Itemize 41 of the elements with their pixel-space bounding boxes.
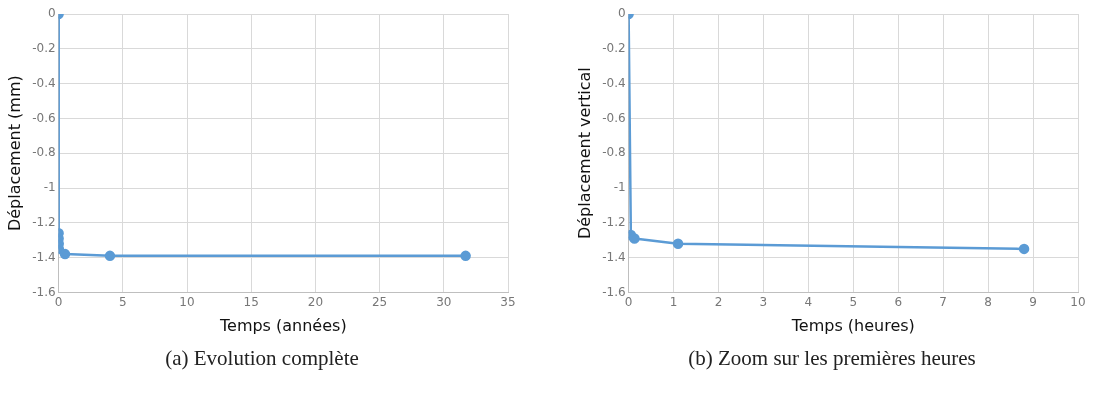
x-tick-label: 10 bbox=[1070, 294, 1086, 309]
y-tick-label: -1.4 bbox=[32, 249, 56, 264]
y-tick-label: -0.4 bbox=[32, 75, 56, 90]
x-tick-label: 6 bbox=[894, 294, 903, 309]
y-tick-label: -1 bbox=[613, 180, 626, 195]
y-tick-label: -0.8 bbox=[32, 145, 56, 160]
x-tick-label: 2 bbox=[714, 294, 723, 309]
x-tick-label: 7 bbox=[939, 294, 947, 309]
y-tick-label: -1.6 bbox=[602, 284, 626, 299]
x-tick-label: 30 bbox=[436, 294, 452, 309]
y-tick-label: -1.2 bbox=[32, 214, 56, 229]
x-tick-label: 1 bbox=[669, 294, 678, 309]
x-tick-label: 3 bbox=[759, 294, 768, 309]
y-tick-label: -1.4 bbox=[602, 249, 626, 264]
y-axis-title: Déplacement (mm) bbox=[4, 75, 24, 232]
x-axis-title: Temps (heures) bbox=[790, 315, 915, 335]
y-axis-title: Déplacement vertical bbox=[574, 67, 594, 240]
text: (b) Zoom sur les premières heures bbox=[688, 346, 976, 371]
x-tick-label: 25 bbox=[371, 294, 388, 309]
x-tick-label: 9 bbox=[1029, 294, 1037, 309]
y-tick-label: -0.8 bbox=[602, 145, 626, 160]
x-tick-label: 10 bbox=[179, 294, 195, 309]
x-axis-title: Temps (années) bbox=[218, 315, 347, 335]
y-tick-label: -0.2 bbox=[602, 40, 626, 55]
y-tick-label: -0.2 bbox=[32, 40, 56, 55]
y-tick-label: -0.4 bbox=[602, 75, 626, 90]
y-tick-label: -1.6 bbox=[32, 284, 56, 299]
x-tick-label: 5 bbox=[849, 294, 858, 309]
y-tick-label: -0.6 bbox=[32, 110, 56, 125]
y-tick-label: -1.2 bbox=[602, 214, 626, 229]
text: (a) Evolution complète bbox=[165, 346, 359, 371]
x-tick-label: 15 bbox=[243, 294, 259, 309]
x-tick-label: 8 bbox=[984, 294, 992, 309]
x-tick-label: 4 bbox=[804, 294, 813, 309]
x-tick-label: 5 bbox=[118, 294, 127, 309]
y-tick-label: 0 bbox=[617, 6, 626, 21]
x-tick-label: 20 bbox=[307, 294, 324, 309]
y-tick-label: 0 bbox=[47, 6, 56, 21]
y-tick-label: -1 bbox=[43, 180, 56, 195]
x-tick-label: 35 bbox=[500, 294, 516, 309]
y-tick-label: -0.6 bbox=[602, 110, 626, 125]
